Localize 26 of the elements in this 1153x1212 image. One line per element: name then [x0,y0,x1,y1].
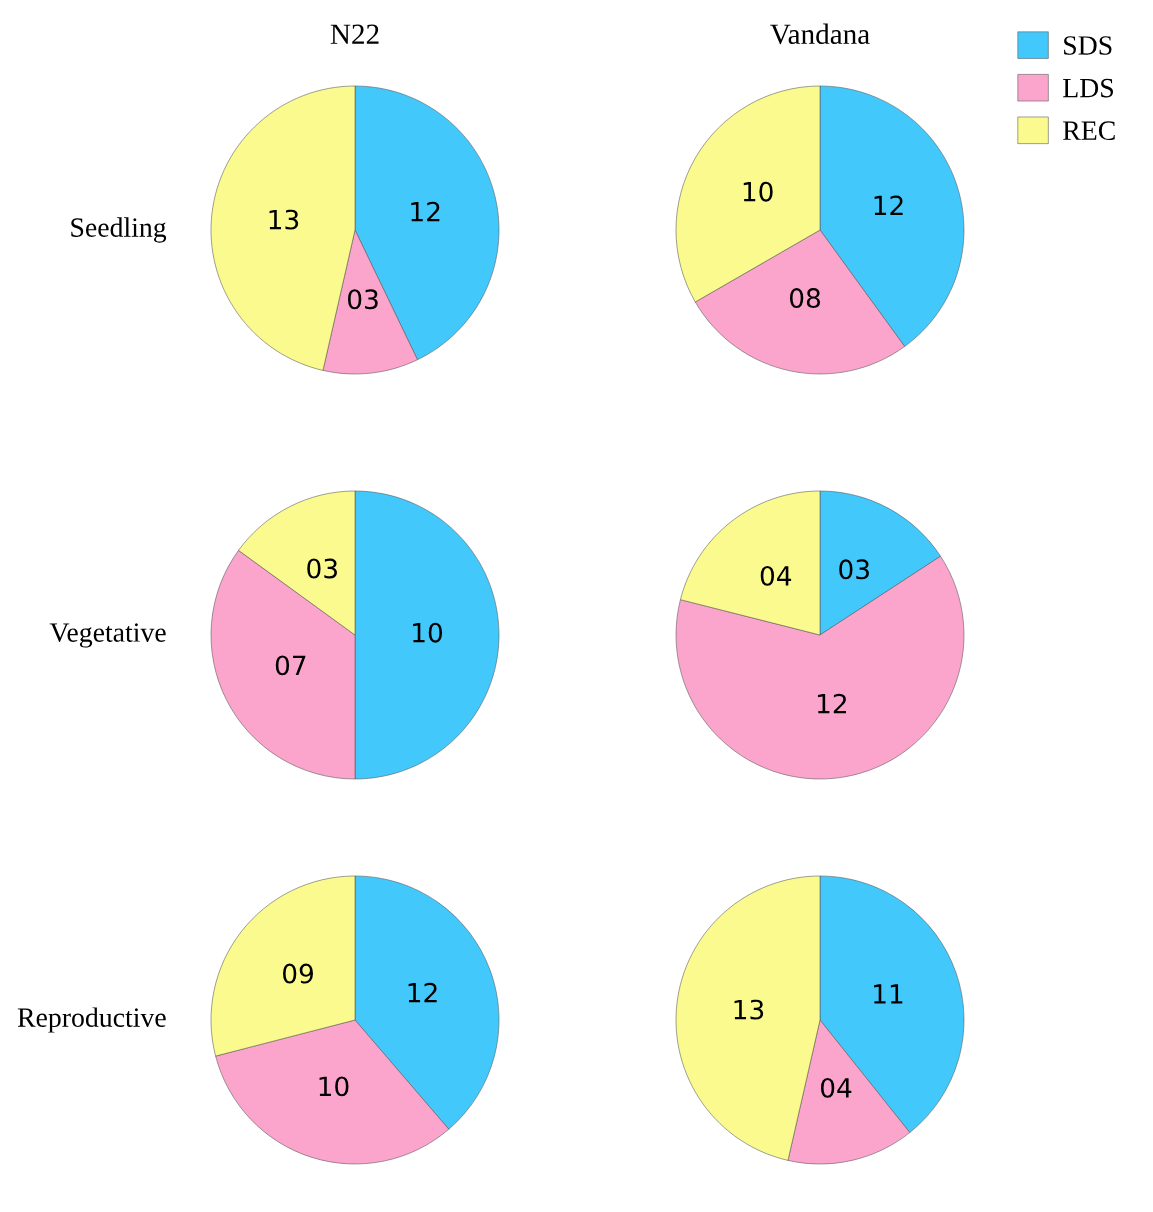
data-label: 13 [734,999,764,1020]
data-label: 10 [413,622,443,643]
data-label: 08 [789,288,821,309]
data-label: 12 [874,195,903,216]
data-label: 07 [275,655,306,676]
data-label: 03 [839,559,869,580]
data-label: 12 [817,693,846,714]
data-label: 04 [760,565,792,586]
data-label: 04 [820,1077,852,1098]
data-label: 03 [348,289,378,310]
data-label: 12 [408,982,437,1003]
data-label: 11 [874,984,903,1004]
data-label: 13 [269,209,299,230]
chart-title: Vandana [770,23,870,45]
legend-label: SDS [1064,36,1112,55]
chart-title: N22 [330,24,379,44]
text: Vegetative [49,623,166,648]
legend-label: REC [1063,121,1115,141]
data-label: 03 [307,558,337,579]
legend-label: LDS [1063,78,1113,98]
text: Seedling [71,217,167,243]
data-label: 09 [283,963,313,984]
text: Reproductive [17,1007,166,1033]
data-label: 12 [411,201,440,222]
data-label: 10 [743,181,773,202]
data-label: 10 [319,1076,349,1097]
